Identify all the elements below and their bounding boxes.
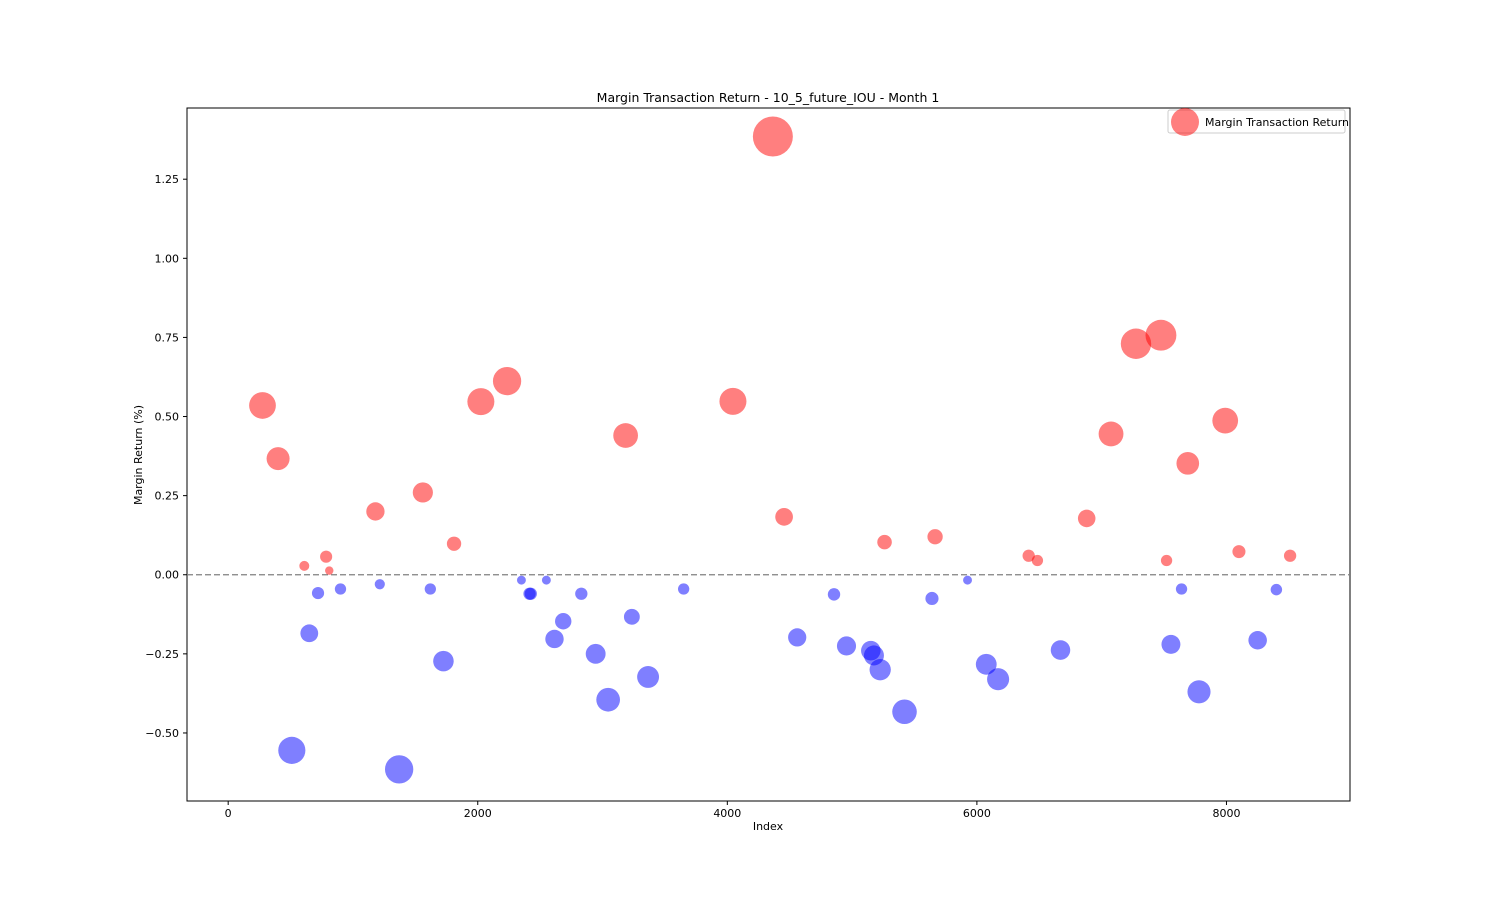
legend-marker — [1171, 108, 1199, 136]
data-point — [788, 628, 807, 647]
y-tick-label: −0.25 — [145, 648, 179, 661]
data-point — [877, 534, 892, 550]
data-point — [1120, 328, 1152, 359]
data-point — [596, 687, 620, 712]
data-point — [637, 666, 660, 688]
x-axis-label: Index — [753, 820, 784, 833]
legend-label: Margin Transaction Return — [1205, 116, 1349, 129]
data-point — [384, 755, 414, 784]
data-point — [320, 550, 333, 563]
data-point — [433, 650, 454, 672]
x-tick-label: 0 — [225, 807, 232, 820]
data-point — [492, 366, 522, 396]
data-point — [827, 588, 841, 601]
y-tick-label: 0.50 — [155, 411, 180, 424]
data-point — [775, 507, 793, 526]
data-point — [925, 591, 939, 606]
data-point — [963, 575, 972, 585]
data-point — [1022, 549, 1035, 562]
data-point — [412, 482, 433, 503]
data-point — [623, 608, 640, 625]
data-point — [299, 560, 310, 571]
data-point — [1145, 319, 1177, 351]
data-point — [249, 392, 276, 419]
data-point — [836, 636, 857, 656]
data-point — [1232, 545, 1246, 559]
data-point — [266, 447, 290, 471]
data-point — [987, 668, 1010, 691]
y-tick-label: 0.25 — [155, 490, 180, 503]
data-point — [892, 699, 917, 725]
data-point — [1050, 640, 1071, 660]
data-point — [719, 387, 747, 415]
data-point — [1187, 680, 1211, 704]
x-tick-label: 2000 — [464, 807, 492, 820]
data-point — [555, 613, 572, 630]
data-point — [1160, 554, 1173, 567]
data-point — [1212, 407, 1239, 434]
chart-title: Margin Transaction Return - 10_5_future_… — [597, 90, 940, 105]
data-point — [752, 116, 793, 157]
data-point — [334, 583, 347, 595]
data-point — [424, 583, 436, 595]
data-point — [366, 502, 385, 521]
data-points — [249, 116, 1297, 784]
x-axis-ticks: 0 2000 4000 6000 8000 — [225, 801, 1240, 820]
data-point — [1077, 509, 1096, 528]
data-point — [311, 587, 325, 600]
y-axis-ticks: −0.50 −0.25 0.00 0.25 0.50 0.75 1.00 1.25 — [145, 173, 187, 740]
y-tick-label: 0.00 — [155, 569, 180, 582]
y-axis-label: Margin Return (%) — [132, 405, 145, 505]
data-point — [374, 579, 385, 590]
x-tick-label: 4000 — [713, 807, 741, 820]
data-point — [975, 653, 997, 675]
data-point — [1175, 583, 1188, 595]
data-point — [575, 587, 588, 600]
data-point — [300, 624, 319, 643]
data-point — [1031, 554, 1044, 567]
data-point — [278, 736, 306, 764]
data-point — [1176, 452, 1200, 475]
y-tick-label: 0.75 — [155, 331, 180, 344]
x-tick-label: 8000 — [1212, 807, 1240, 820]
data-point — [545, 629, 564, 649]
data-point — [677, 583, 690, 595]
y-tick-label: 1.25 — [155, 173, 180, 186]
data-point — [1248, 630, 1267, 650]
data-point — [1270, 583, 1283, 596]
data-point — [541, 575, 551, 585]
legend: Margin Transaction Return — [1167, 108, 1349, 136]
data-point — [1161, 634, 1181, 654]
plot-area — [186, 107, 1351, 802]
data-point — [516, 575, 526, 585]
data-point — [325, 566, 334, 575]
data-point — [467, 388, 495, 416]
data-point — [446, 536, 462, 551]
data-point — [927, 529, 943, 545]
data-point — [585, 643, 606, 664]
data-point — [613, 423, 638, 448]
y-tick-label: −0.50 — [145, 727, 179, 740]
data-point — [524, 587, 537, 600]
x-tick-label: 6000 — [963, 807, 991, 820]
data-point — [1098, 421, 1124, 447]
data-point — [869, 659, 891, 681]
legend-box — [1167, 109, 1346, 134]
data-point — [1283, 549, 1297, 562]
y-tick-label: 1.00 — [155, 252, 180, 265]
